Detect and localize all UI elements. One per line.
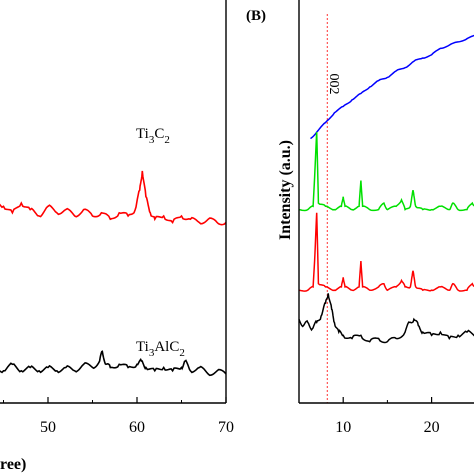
panel-a-series-ti3alc2	[0, 350, 227, 377]
panel-a-x-tick-label-70: 70	[218, 419, 234, 436]
panel-b-x-tick-label-10: 10	[335, 419, 351, 436]
panel-b-series-black-trace	[298, 293, 474, 344]
panel-a-x-tick-label-50: 50	[40, 419, 56, 436]
panel-b: (B) 002002 10 20 Intensity (a.u.)	[246, 0, 474, 436]
panel-b-series	[298, 34, 474, 344]
panel-a-x-axis-label: ree)	[0, 456, 26, 473]
panel-a-series	[0, 170, 227, 377]
panel-a-annotations: Ti3C2 Ti3AlC2	[136, 126, 185, 359]
panel-a-annotation-ti3c2: Ti3C2	[136, 126, 170, 146]
panel-b-label: (B)	[246, 8, 266, 24]
panel-b-axes: 10 20	[298, 0, 474, 436]
panel-b-y-axis-label: Intensity (a.u.)	[277, 140, 294, 240]
panel-b-series-blue-trace	[310, 34, 474, 140]
panel-b-series-green-trace	[298, 132, 474, 212]
panel-a-x-tick-label-60: 60	[129, 419, 145, 436]
panel-a-x-axis: 50 60 70	[0, 0, 234, 436]
panel-b-series-red-trace	[298, 212, 474, 292]
panel-b-peak-label-0: 002	[326, 74, 341, 95]
panel-b-x-tick-label-20: 20	[424, 419, 440, 436]
panel-a: Ti3C2 Ti3AlC2 50 60 70 ree)	[0, 0, 234, 473]
panel-b-peak-labels: 002002	[326, 74, 341, 95]
panel-a-annotation-ti3alc2: Ti3AlC2	[136, 339, 185, 359]
panel-a-series-ti3c2	[0, 170, 227, 226]
